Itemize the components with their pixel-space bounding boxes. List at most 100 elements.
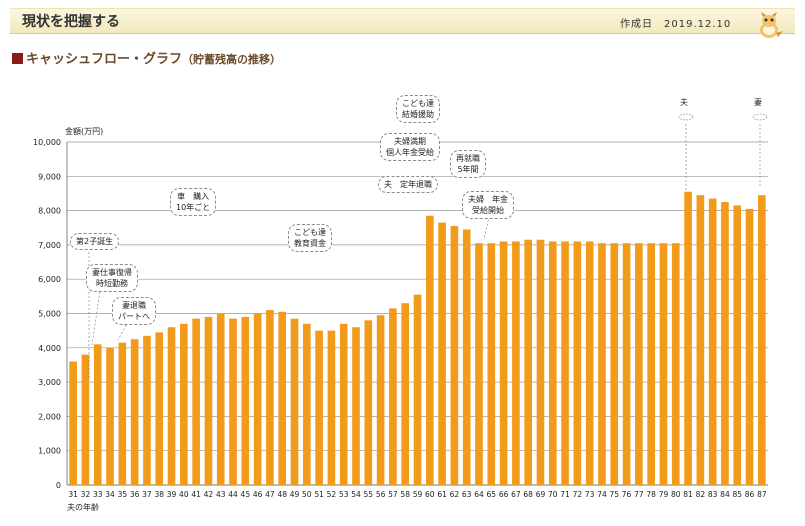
x-tick-label: 45 (241, 490, 251, 499)
x-tick-label: 39 (167, 490, 177, 499)
x-tick-label: 52 (327, 490, 337, 499)
x-tick-label: 79 (659, 490, 669, 499)
bar (327, 330, 336, 485)
x-tick-label: 81 (683, 490, 693, 499)
annotation-callout: 夫婦 年金 受給開始 (462, 191, 514, 219)
x-tick-label: 63 (462, 490, 472, 499)
x-tick-label: 83 (708, 490, 718, 499)
bar (69, 361, 77, 485)
annotation-callout: 再就職 5年間 (450, 150, 486, 178)
x-tick-label: 73 (585, 490, 595, 499)
bar (684, 191, 692, 486)
bar (130, 339, 139, 485)
section-marker-icon (12, 53, 23, 64)
bar (635, 243, 643, 485)
bar (745, 208, 754, 485)
x-tick-label: 64 (474, 490, 484, 499)
creation-date: 作成日 2019.12.10 (620, 15, 731, 30)
section-subtitle: （貯蓄残高の推移） (182, 53, 282, 66)
bar (204, 316, 213, 485)
x-tick-label: 46 (253, 490, 263, 499)
annotation-callout: 夫 定年退職 (378, 176, 438, 193)
bar (401, 303, 410, 485)
bar (106, 347, 114, 485)
x-tick-label: 33 (93, 490, 103, 499)
bar (315, 330, 323, 485)
x-tick-label: 77 (634, 490, 644, 499)
x-tick-label: 49 (290, 490, 300, 499)
bar (758, 195, 766, 486)
bar (475, 243, 483, 485)
x-tick-label: 80 (671, 490, 681, 499)
x-tick-label: 71 (560, 490, 570, 499)
bar (438, 222, 446, 486)
bar (536, 239, 545, 485)
x-tick-label: 67 (511, 490, 521, 499)
mascot-icon (760, 12, 783, 38)
annotation-callout: 夫 (680, 98, 688, 107)
y-tick-label: 4,000 (38, 344, 61, 353)
bar (364, 320, 373, 485)
annotation-callout: 妻仕事復帰 時短勤務 (86, 264, 138, 292)
bar (241, 316, 250, 485)
annotation-callout: こども達 教育資金 (288, 224, 332, 252)
bar (253, 313, 262, 485)
x-tick-label: 85 (732, 490, 742, 499)
x-tick-label: 59 (413, 490, 423, 499)
x-tick-label: 43 (216, 490, 226, 499)
bar (303, 323, 311, 485)
creation-date-label: 作成日 (620, 19, 653, 30)
bar (548, 241, 557, 485)
x-tick-label: 34 (105, 490, 115, 499)
x-tick-label: 54 (351, 490, 361, 499)
creation-date-value: 2019.12.10 (664, 19, 732, 30)
x-tick-label: 86 (745, 490, 755, 499)
x-tick-label: 72 (573, 490, 583, 499)
callout-pointer (91, 283, 102, 346)
bar (192, 318, 200, 485)
bar (155, 332, 164, 485)
x-tick-label: 60 (425, 490, 435, 499)
bar (216, 313, 225, 485)
bar (585, 241, 594, 485)
y-tick-label: 0 (56, 481, 61, 490)
x-tick-label: 56 (376, 490, 386, 499)
bar (352, 327, 360, 485)
bar (339, 323, 348, 485)
x-tick-label: 70 (548, 490, 558, 499)
x-tick-label: 42 (204, 490, 214, 499)
bar (266, 310, 274, 485)
y-tick-label: 6,000 (38, 275, 61, 284)
x-tick-label: 84 (720, 490, 730, 499)
bar (180, 323, 188, 485)
x-tick-label: 41 (191, 490, 201, 499)
y-tick-label: 9,000 (38, 172, 61, 181)
x-axis-label: 夫の年齢 (67, 502, 99, 512)
callout-oval (752, 113, 768, 121)
x-tick-label: 75 (609, 490, 619, 499)
annotation-callout: 妻退職 パートへ (112, 297, 156, 325)
section-title-text: キャッシュフロー・グラフ (26, 52, 183, 67)
bar (696, 195, 705, 486)
bar (425, 215, 434, 485)
callout-oval (678, 113, 694, 121)
x-tick-label: 37 (142, 490, 152, 499)
x-tick-label: 61 (437, 490, 447, 499)
x-tick-label: 31 (68, 490, 78, 499)
bar (93, 344, 102, 485)
x-tick-label: 62 (450, 490, 460, 499)
y-tick-label: 10,000 (33, 138, 61, 147)
bar (733, 205, 742, 485)
x-tick-label: 35 (118, 490, 128, 499)
x-tick-label: 48 (277, 490, 287, 499)
x-tick-label: 82 (696, 490, 706, 499)
x-tick-label: 74 (597, 490, 607, 499)
bar (671, 243, 680, 485)
bar (499, 241, 508, 485)
bar (118, 342, 127, 485)
x-tick-label: 44 (228, 490, 238, 499)
bar (143, 335, 151, 485)
x-tick-label: 53 (339, 490, 349, 499)
bar (389, 308, 397, 485)
x-tick-label: 57 (388, 490, 398, 499)
